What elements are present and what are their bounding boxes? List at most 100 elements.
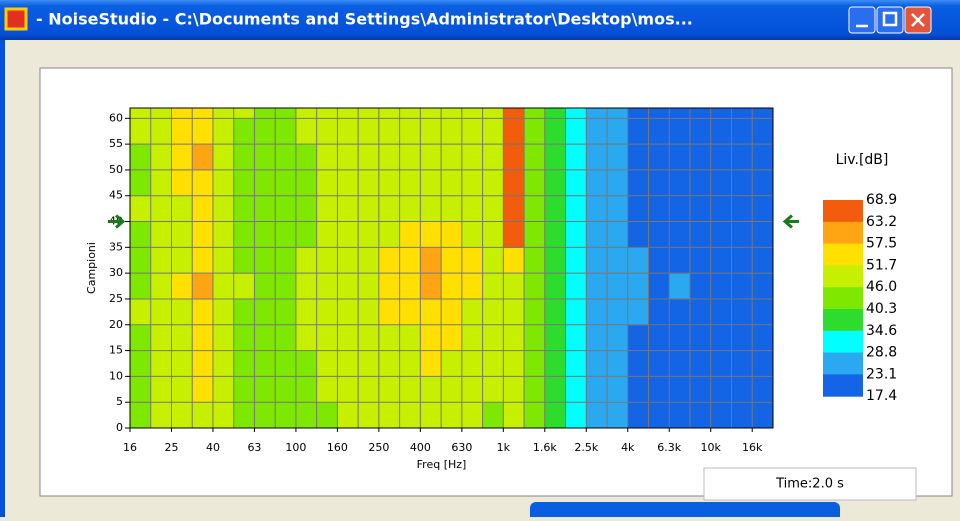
heat-cell [171,273,193,300]
y-tick-label: 0 [116,421,123,434]
legend-label: 28.8 [866,345,897,361]
heat-cell [752,195,774,223]
heat-cell [607,169,629,197]
heat-cell [150,195,172,223]
x-tick-label: 1k [497,441,511,454]
heat-cell [192,324,214,352]
heat-cell [731,273,753,300]
heat-cell [233,118,255,145]
app-icon [4,7,28,31]
heat-cell [503,402,525,429]
heat-cell [130,247,152,274]
heat-cell [482,350,504,377]
heat-cell [503,324,525,352]
heat-cell [627,118,649,145]
heat-cell [275,324,297,352]
heat-cell [337,169,359,197]
maximize-button[interactable] [876,6,904,34]
heat-cell [254,108,276,119]
x-tick-label: 2.5k [574,441,598,454]
heat-cell [627,169,649,197]
heat-cell [710,108,732,119]
heat-cell [669,376,691,403]
heat-cell [295,221,318,248]
y-tick-label: 25 [109,292,123,305]
heat-cell [337,324,359,352]
heat-cell [503,376,525,403]
heat-cell [378,195,401,223]
legend-label: 46.0 [866,279,897,295]
heat-cell [316,118,338,145]
heat-cell [482,169,504,197]
heat-cell [586,118,608,145]
heat-cell [275,118,297,145]
heat-cell [399,298,421,326]
heat-cell [399,108,421,119]
heat-cell [607,247,629,274]
heat-cell [171,118,193,145]
heat-cell [212,402,235,429]
heat-cell [212,108,235,119]
legend-swatch [823,221,863,245]
heat-cell [171,324,193,352]
heat-cell [295,247,318,274]
x-tick-label: 630 [451,441,472,454]
heat-cell [254,195,276,223]
heat-cell [337,108,359,119]
heat-cell [171,169,193,197]
heat-cell [710,144,732,171]
heat-cell [212,273,235,300]
heat-cell [295,195,318,223]
heat-cell [337,118,359,145]
heat-cell [337,195,359,223]
heat-cell [441,273,463,300]
heat-cell [275,221,297,248]
heat-cell [295,169,318,197]
heat-cell [192,108,214,119]
button-glyphs [856,11,925,28]
heat-cell [233,169,255,197]
heat-cell [503,350,525,377]
x-tick-label: 160 [327,441,348,454]
heat-cell [130,402,152,429]
heat-cell [503,144,525,171]
x-tick-label: 400 [410,441,431,454]
heat-cell [607,273,629,300]
legend-label: 40.3 [866,301,897,317]
x-tick-label: 16k [742,441,763,454]
heat-cell [130,169,152,197]
heat-cell [607,195,629,223]
heat-cell [171,144,193,171]
legend-label: 51.7 [866,257,897,273]
heat-cell [524,247,546,274]
heat-cell [524,298,546,326]
heat-cell [544,273,567,300]
heat-cell [150,108,172,119]
heat-cell [337,144,359,171]
heat-cell [482,195,504,223]
heat-cell [503,169,525,197]
heat-cell [752,402,774,429]
heat-cell [420,221,442,248]
heat-cell [378,324,401,352]
heat-cell [565,195,587,223]
legend-swatch [823,287,863,310]
heat-cell [627,221,649,248]
heat-cell [399,144,421,171]
heat-cell [212,144,235,171]
heat-cell [689,195,712,223]
heat-cell [441,144,463,171]
heat-cell [689,402,712,429]
heat-cell [461,108,484,119]
heat-cell [254,350,276,377]
heat-cell [524,118,546,145]
y-tick-label: 5 [116,395,123,408]
heat-cell [192,402,214,429]
heat-cell [669,350,691,377]
heat-cell [441,350,463,377]
heat-cell [627,144,649,171]
heat-cell [648,298,670,326]
heat-cell [192,144,214,171]
minimize-button[interactable] [848,6,876,34]
heat-cell [461,376,484,403]
